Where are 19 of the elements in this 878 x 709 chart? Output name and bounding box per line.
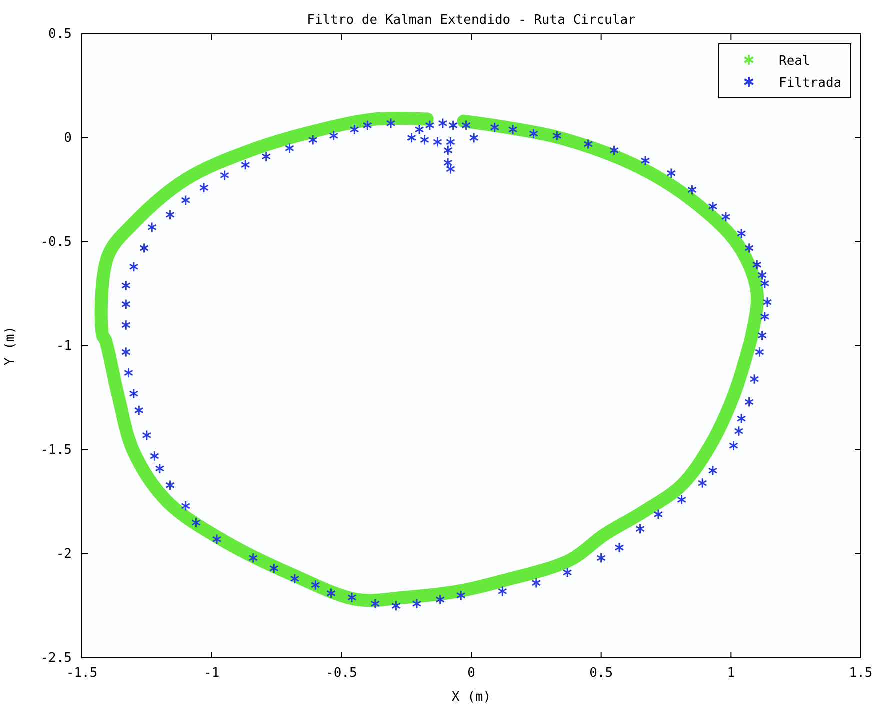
y-tick-label: -1 bbox=[56, 339, 72, 354]
y-axis-title: Y (m) bbox=[3, 326, 18, 366]
y-tick-label: -1.5 bbox=[40, 443, 72, 458]
x-tick-label: 0 bbox=[468, 666, 476, 682]
x-tick-label: -0.5 bbox=[326, 666, 358, 682]
x-axis-title: X (m) bbox=[452, 690, 492, 705]
x-tick-label: 0.5 bbox=[590, 666, 614, 682]
y-tick-label: -2 bbox=[56, 547, 72, 562]
x-tick-label: -1.5 bbox=[66, 666, 98, 682]
x-tick-label: 1 bbox=[727, 666, 736, 682]
y-tick-label: 0 bbox=[64, 131, 72, 146]
x-tick-label: -1 bbox=[204, 666, 220, 682]
y-tick-label: 0.5 bbox=[48, 27, 72, 42]
x-tick-label: 1.5 bbox=[849, 666, 873, 682]
y-tick-label: -0.5 bbox=[40, 235, 72, 250]
legend-label: Filtrada bbox=[779, 76, 842, 91]
legend-label: Real bbox=[779, 54, 810, 69]
y-tick-label: -2.5 bbox=[40, 651, 72, 666]
chart-title: Filtro de Kalman Extendido - Ruta Circular bbox=[307, 13, 636, 28]
